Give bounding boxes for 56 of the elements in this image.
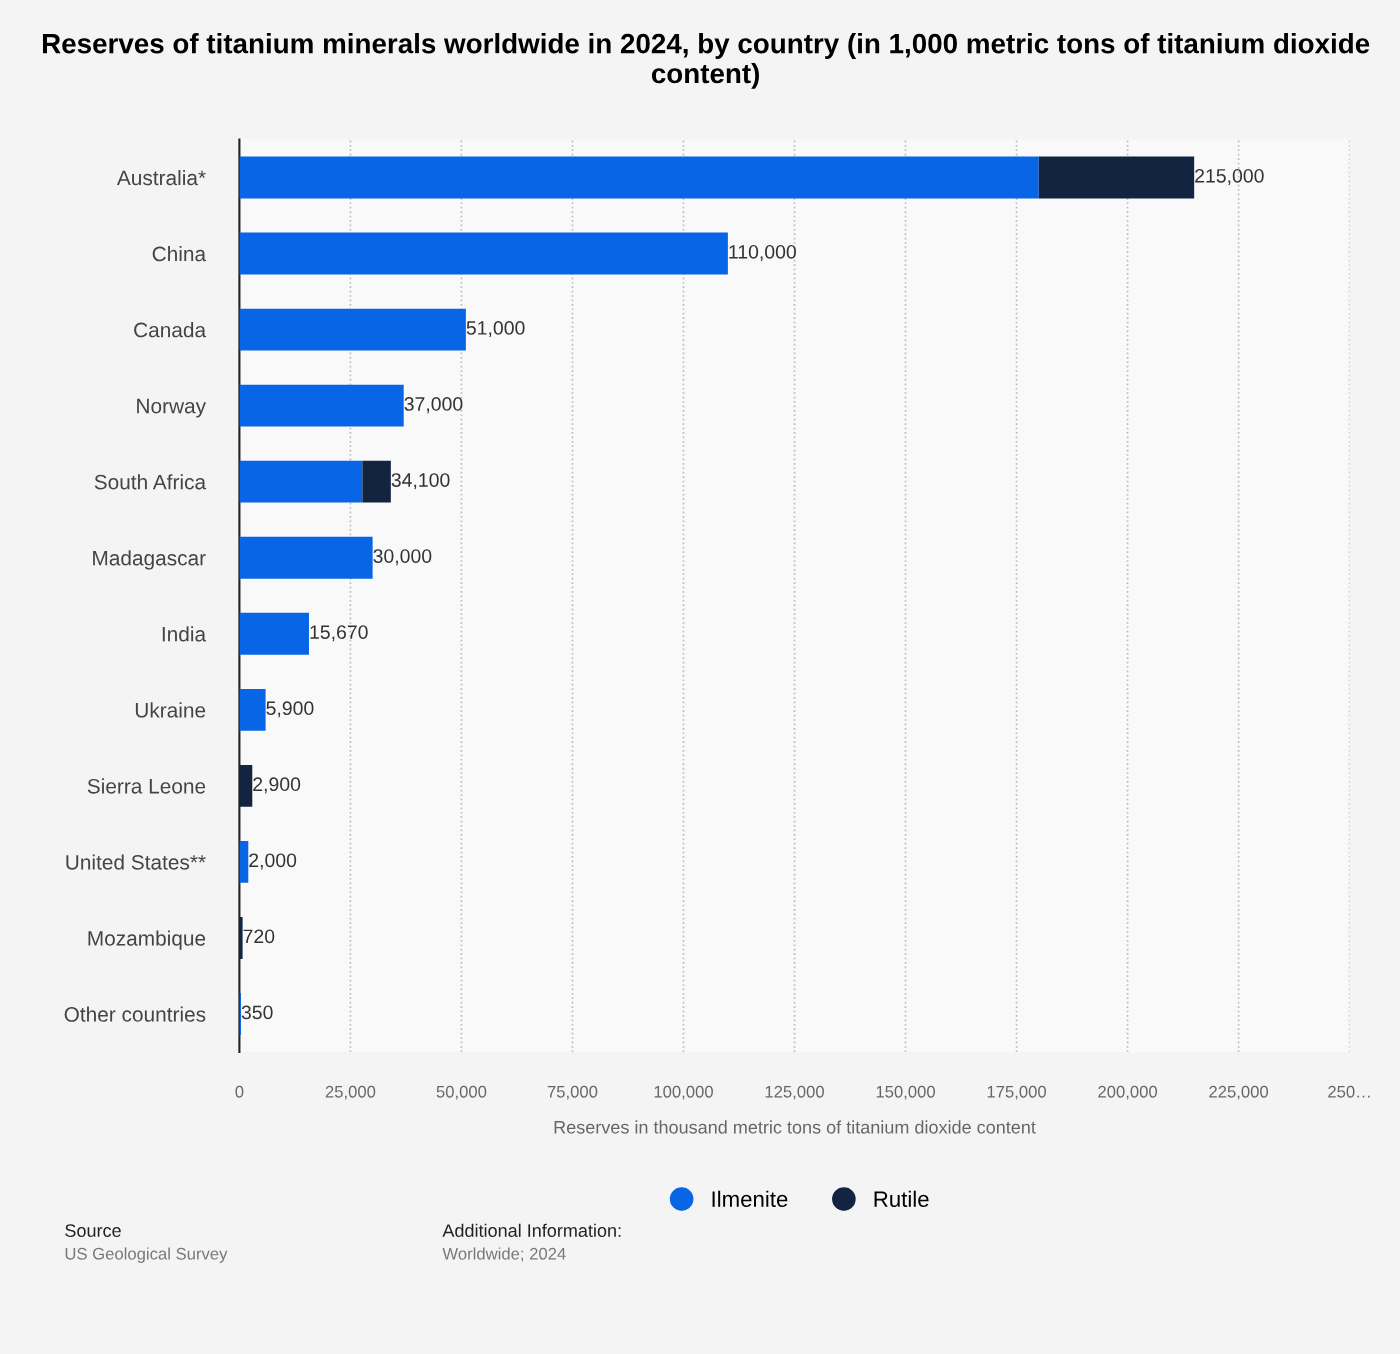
x-tick-label: 75,000: [547, 1085, 598, 1100]
y-tick-label: Other countries: [64, 1006, 206, 1022]
total-label: 720: [243, 929, 275, 944]
legend-label: Rutile: [874, 1190, 929, 1208]
y-tick-label: Sierra Leone: [87, 778, 206, 794]
y-tick-label: Madagascar: [93, 550, 206, 570]
text: Additional Information:: [442, 1223, 621, 1237]
total-label: 30,000: [373, 549, 432, 566]
bar: [239, 688, 266, 731]
total-label: 51,000: [466, 321, 525, 338]
x-tick-label: 50,000: [436, 1085, 487, 1100]
x-tick-label: 125,000: [765, 1085, 824, 1100]
chart-title: Reserves of titanium minerals worldwide in 2024, by country (in 1,000 metric tons of titanium dioxide content): [42, 33, 1370, 89]
x-tick-label: 225,000: [1209, 1085, 1269, 1100]
bar: [239, 764, 253, 807]
total-label: 110,000: [729, 244, 796, 262]
bar: [239, 232, 728, 275]
total-label: 350: [241, 1005, 273, 1020]
text: US Geological Survey: [65, 1247, 228, 1263]
x-tick-label: 200,000: [1098, 1085, 1158, 1100]
x-tick-label: 0: [235, 1085, 244, 1098]
x-tick-label: 25,000: [325, 1085, 376, 1100]
x-tick-label: 250…: [1328, 1085, 1370, 1098]
text: Worldwide; 2024: [442, 1247, 566, 1262]
bar: [1038, 156, 1195, 199]
total-label: 2,000: [249, 853, 297, 870]
legend-label: Ilmenite: [712, 1190, 788, 1208]
x-tick-label: 100,000: [654, 1085, 713, 1100]
bar: [239, 156, 1039, 199]
bar: [239, 460, 363, 503]
x-axis-title: Reserves in thousand metric tons of titanium dioxide content: [554, 1120, 1036, 1134]
bar: [362, 460, 391, 503]
total-label: 5,900: [266, 701, 314, 718]
total-label: 37,000: [404, 397, 463, 414]
y-tick-label: Australia*: [116, 169, 206, 186]
y-tick-label: Canada: [134, 322, 207, 338]
text: Source: [65, 1224, 121, 1237]
bar: [239, 612, 309, 655]
bar: [239, 917, 243, 959]
y-tick-label: India: [162, 626, 207, 642]
y-tick-label: Ukraine: [135, 702, 206, 718]
x-tick-label: 175,000: [987, 1085, 1047, 1100]
total-label: 34,100: [391, 473, 450, 490]
y-tick-label: Mozambique: [88, 930, 206, 950]
y-tick-label: United States**: [66, 854, 206, 870]
bar: [239, 384, 404, 427]
bar: [239, 536, 373, 579]
y-tick-label: Norway: [137, 398, 207, 418]
bar: [239, 308, 466, 351]
y-tick-label: China: [152, 245, 207, 262]
total-label: 215,000: [1195, 168, 1264, 185]
total-label: 2,900: [253, 777, 301, 794]
bar: [239, 841, 249, 883]
y-tick-label: South Africa: [94, 474, 207, 490]
x-tick-label: 150,000: [876, 1085, 935, 1100]
total-label: 15,670: [310, 625, 368, 642]
